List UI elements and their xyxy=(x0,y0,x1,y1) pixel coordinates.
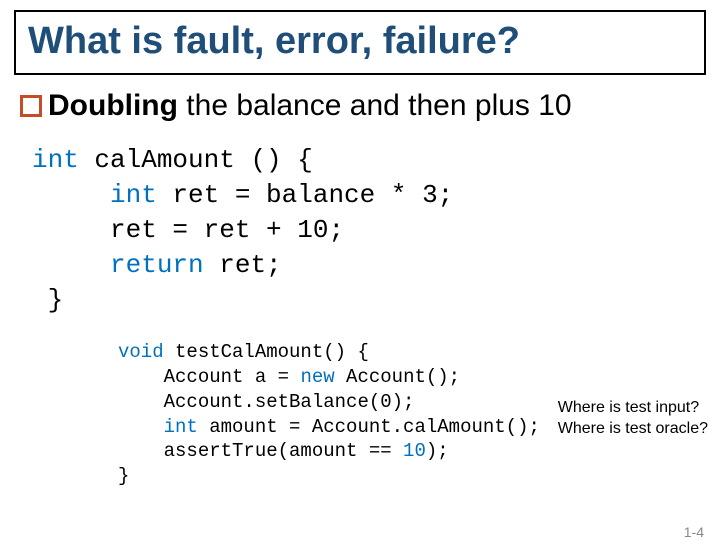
literal-10: 10 xyxy=(403,440,426,462)
kw-int3: int xyxy=(118,416,198,438)
subtitle-rest: the balance and then plus 10 xyxy=(178,89,572,122)
kw-int1: int xyxy=(32,145,79,175)
slide-title: What is fault, error, failure? xyxy=(28,20,692,63)
bullet-square-icon xyxy=(20,95,42,117)
title-box: What is fault, error, failure? xyxy=(14,10,706,75)
kw-void: void xyxy=(118,341,164,363)
annotation-text: Where is test input? Where is test oracl… xyxy=(558,398,708,440)
kw-int2: int xyxy=(32,180,157,210)
subtitle-bold: Doubling xyxy=(48,89,178,122)
kw-new: new xyxy=(300,366,334,388)
annotation-line-1: Where is test input? xyxy=(558,398,708,419)
code-block-main: int calAmount () { int ret = balance * 3… xyxy=(32,143,720,318)
page-number: 1-4 xyxy=(684,524,704,540)
annotation-line-2: Where is test oracle? xyxy=(558,419,708,440)
subtitle-row: Doubling the balance and then plus 10 xyxy=(20,89,720,123)
subtitle-text: Doubling the balance and then plus 10 xyxy=(48,89,572,123)
kw-return: return xyxy=(32,250,204,280)
